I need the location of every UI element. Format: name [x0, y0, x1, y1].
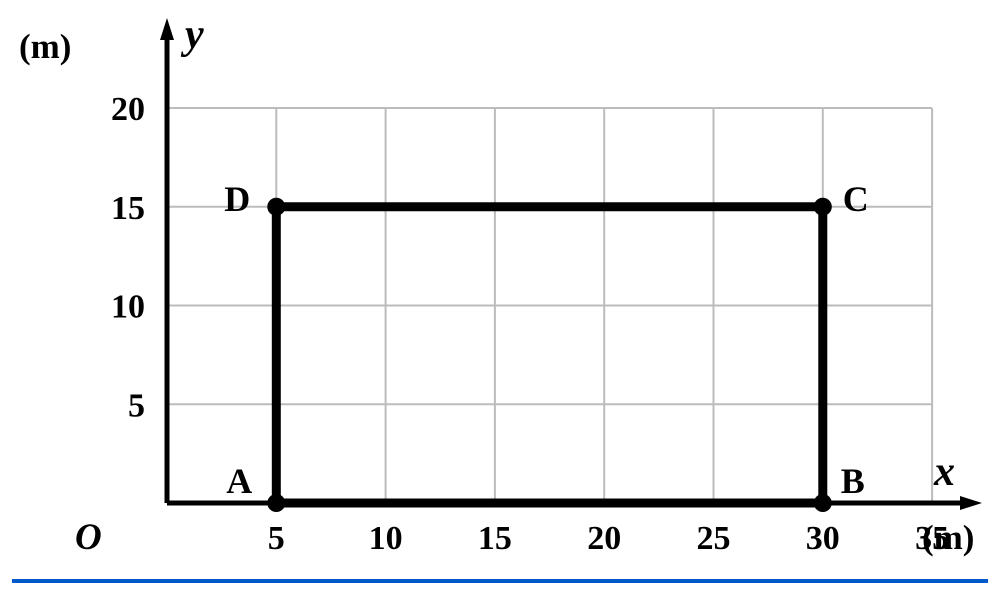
x-tick-label: 5	[268, 520, 285, 557]
x-axis-unit: (m)	[922, 518, 974, 557]
chart-container: 51015202530355101520Oxy(m)(m)ABCD	[0, 0, 1000, 591]
vertex-label-d: D	[224, 179, 250, 219]
x-tick-label: 20	[587, 520, 621, 557]
y-tick-label: 15	[111, 190, 145, 227]
origin-label: O	[75, 517, 102, 558]
x-tick-label: 10	[369, 520, 403, 557]
vertex-label-b: B	[841, 461, 865, 501]
x-tick-label: 30	[806, 520, 840, 557]
y-axis-unit: (m)	[19, 27, 71, 66]
y-tick-label: 10	[111, 289, 145, 326]
vertex-label-a: A	[226, 461, 252, 501]
x-tick-label: 15	[478, 520, 512, 557]
vertex-marker-d	[267, 198, 285, 216]
vertex-marker-c	[814, 198, 832, 216]
vertex-marker-a	[267, 494, 285, 512]
y-tick-label: 20	[111, 91, 145, 128]
coordinate-chart: 51015202530355101520Oxy(m)(m)ABCD	[0, 0, 1000, 591]
x-axis-label: x	[933, 449, 955, 495]
vertex-marker-b	[814, 494, 832, 512]
vertex-label-c: C	[843, 179, 869, 219]
y-tick-label: 5	[128, 387, 145, 424]
x-tick-label: 25	[697, 520, 731, 557]
